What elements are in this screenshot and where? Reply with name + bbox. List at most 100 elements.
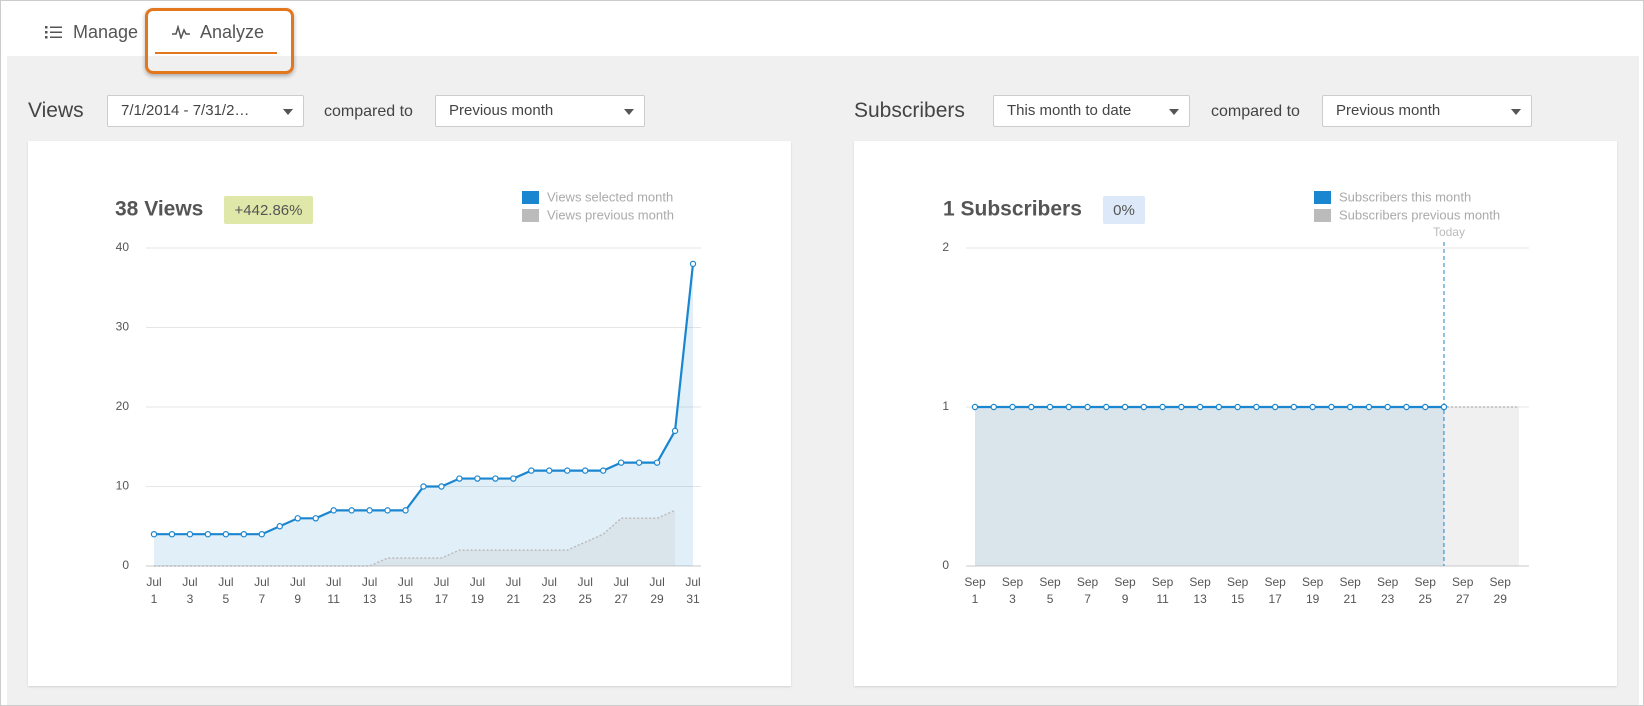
change-badge xyxy=(224,196,313,224)
date-range-dropdown[interactable]: This month to date xyxy=(993,95,1190,127)
highlight-box xyxy=(145,8,294,74)
legend-swatch xyxy=(522,209,539,222)
data-point xyxy=(635,459,643,466)
data-point xyxy=(1196,403,1204,411)
x-tick-label: Jul 9 xyxy=(290,575,305,606)
x-tick-label: Jul 19 xyxy=(470,575,485,606)
x-tick-label: Jul 1 xyxy=(146,575,161,606)
data-point xyxy=(150,531,158,538)
x-tick-label: Sep 1 xyxy=(964,575,986,606)
data-point xyxy=(258,531,265,538)
series-area xyxy=(154,510,676,566)
data-point xyxy=(689,260,697,268)
x-tick-label: Sep 23 xyxy=(1377,575,1399,606)
data-point xyxy=(492,475,499,482)
data-point xyxy=(240,531,248,538)
data-point xyxy=(204,531,212,538)
data-point xyxy=(1103,403,1110,411)
x-tick-label: Jul 23 xyxy=(542,575,557,606)
data-point xyxy=(546,467,553,474)
analyze-tab[interactable]: Analyze xyxy=(172,19,264,45)
data-point xyxy=(402,507,409,514)
x-tick-label: Sep 9 xyxy=(1114,575,1136,606)
active-underline xyxy=(155,52,277,54)
legend-label: Subscribers this month xyxy=(1339,189,1471,204)
compare-label: compared to xyxy=(324,103,413,120)
data-point xyxy=(653,459,661,466)
chart-card xyxy=(854,141,1617,686)
legend-swatch xyxy=(522,191,539,204)
compare-dropdown[interactable]: Previous month xyxy=(435,95,645,127)
data-point xyxy=(384,507,391,514)
change-badge xyxy=(1103,196,1145,224)
tab-label: Manage xyxy=(73,21,139,42)
data-point xyxy=(366,507,373,514)
y-tick-label: 10 xyxy=(116,479,130,493)
x-tick-label: Jul 13 xyxy=(362,575,377,606)
annotation: Today xyxy=(1433,225,1465,239)
data-point xyxy=(312,515,319,522)
data-point xyxy=(1365,403,1373,411)
x-tick-label: Jul 7 xyxy=(254,575,269,606)
compare-label: compared to xyxy=(1211,103,1300,120)
panel-label: Views xyxy=(28,99,84,122)
data-point xyxy=(1159,403,1166,411)
data-point xyxy=(1215,403,1223,411)
x-tick-label: Jul 29 xyxy=(649,575,664,606)
y-tick-label: 0 xyxy=(122,558,129,572)
chart-title: 1 Subscribers xyxy=(943,198,1082,221)
list-icon xyxy=(45,26,62,39)
compare-dropdown[interactable]: Previous month xyxy=(1322,95,1532,127)
data-point xyxy=(528,467,535,474)
data-point xyxy=(420,483,427,490)
data-point xyxy=(168,531,176,538)
tab-label: Analyze xyxy=(200,21,265,42)
chart-card xyxy=(28,141,791,686)
x-tick-label: Jul 27 xyxy=(613,575,628,606)
x-tick-label: Sep 13 xyxy=(1189,575,1211,606)
data-point xyxy=(1403,403,1410,411)
x-tick-label: Sep 29 xyxy=(1490,575,1512,606)
legend-label: Subscribers previous month xyxy=(1339,207,1500,222)
data-point xyxy=(599,467,607,474)
data-point xyxy=(671,427,679,435)
pulse-icon xyxy=(172,25,190,39)
data-point xyxy=(1121,403,1129,411)
data-point xyxy=(1290,403,1298,411)
x-tick-label: Jul 15 xyxy=(398,575,413,606)
x-tick-label: Jul 17 xyxy=(434,575,449,606)
series-area xyxy=(975,407,1519,566)
panel-label: Subscribers xyxy=(854,99,965,122)
x-tick-label: Jul 11 xyxy=(326,575,341,606)
data-point xyxy=(1346,403,1354,411)
manage-tab[interactable]: Manage xyxy=(45,19,138,45)
change-label: 0% xyxy=(1113,202,1135,219)
chart-title: 38 Views xyxy=(115,198,203,221)
data-point xyxy=(1253,403,1260,411)
date-range-dropdown[interactable]: 7/1/2014 - 7/31/2… xyxy=(107,95,304,127)
y-tick-label: 20 xyxy=(116,399,130,413)
x-tick-label: Sep 17 xyxy=(1264,575,1286,606)
data-point xyxy=(617,459,625,466)
data-point xyxy=(1009,403,1016,411)
x-tick-label: Sep 27 xyxy=(1452,575,1474,606)
y-tick-label: 30 xyxy=(116,320,130,334)
data-point xyxy=(294,515,301,522)
x-tick-label: Sep 25 xyxy=(1415,575,1437,606)
series-area xyxy=(975,407,1444,566)
x-tick-label: Sep 19 xyxy=(1302,575,1324,606)
data-point xyxy=(1309,403,1316,411)
data-point xyxy=(186,531,194,538)
data-point xyxy=(222,531,230,538)
change-label: +442.86% xyxy=(235,202,303,219)
y-tick-label: 1 xyxy=(942,399,949,413)
data-point xyxy=(1046,403,1054,411)
y-tick-label: 40 xyxy=(116,240,130,254)
series-area xyxy=(154,263,693,566)
data-point xyxy=(474,475,481,482)
data-point xyxy=(971,403,979,411)
data-point xyxy=(1440,403,1448,411)
data-point xyxy=(1178,403,1185,411)
